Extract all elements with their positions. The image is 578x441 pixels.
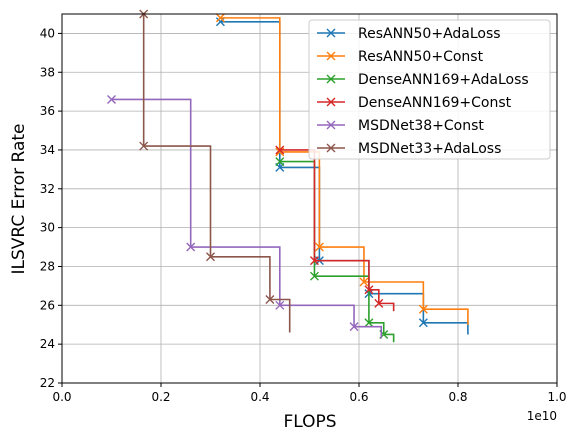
x-tick-label: 0.6 [349,390,368,404]
y-tick-label: 28 [40,259,55,273]
data-point [265,294,275,304]
x-tick-label: 0.0 [52,390,71,404]
series-5 [139,9,291,333]
legend-entry: DenseANN169+Const [317,95,512,111]
legend-entry: MSDNet33+AdaLoss [317,141,501,157]
legend-marker [326,74,336,84]
legend-box [308,19,551,160]
data-point [359,277,369,287]
legend-marker [326,28,336,38]
x-tick-label: 0.8 [448,390,467,404]
y-tick-label: 36 [40,104,55,118]
data-point [275,300,285,310]
legend-marker [326,143,336,153]
legend-entry: ResANN50+AdaLoss [317,26,501,42]
y-tick-label: 34 [40,143,55,157]
data-point [275,145,285,155]
data-point [418,318,428,328]
legend-label: ResANN50+Const [358,49,484,65]
data-point [309,256,319,266]
legend-marker [326,97,336,107]
series-line [279,149,395,312]
data-point [374,298,384,308]
x-axis-offset-label: 1e10 [527,409,557,423]
legend-marker [326,120,336,130]
x-tick-label: 0.4 [250,390,269,404]
y-tick-label: 32 [40,182,55,196]
series-3 [275,145,395,312]
legend-entry: MSDNet38+Const [317,118,484,134]
data-point [139,141,149,151]
series-1 [215,13,469,325]
legend-label: DenseANN169+Const [358,95,512,111]
y-tick-label: 22 [40,376,55,390]
data-point [215,13,225,23]
legend-label: ResANN50+AdaLoss [358,26,501,42]
y-tick-label: 26 [40,298,55,312]
legend-entry: ResANN50+Const [317,49,484,65]
series-layer [107,9,469,343]
legend-label: MSDNet38+Const [358,118,484,134]
x-axis-ticks: 0.0 0.2 0.4 0.6 0.8 1.0 [52,383,567,404]
series-line [220,17,469,325]
y-axis-ticks: 22 24 26 28 30 32 34 36 38 40 [40,26,62,390]
data-point [206,252,215,262]
data-point [364,318,374,328]
data-point [309,271,319,281]
legend-entry: DenseANN169+AdaLoss [317,72,529,88]
series-2 [275,157,395,343]
legend-label: DenseANN169+AdaLoss [358,72,529,88]
x-tick-label: 0.2 [151,390,170,404]
plot-frame [61,13,558,384]
y-tick-label: 24 [40,337,55,351]
y-tick-label: 30 [40,221,55,235]
data-point [275,157,285,167]
data-point [349,322,359,332]
data-point [314,242,324,252]
data-point [107,94,116,104]
data-point [364,285,374,295]
data-point [215,17,225,27]
y-tick-label: 38 [40,65,55,79]
series-4 [107,94,383,339]
legend-label: MSDNet33+AdaLoss [358,141,501,157]
legend: ResANN50+AdaLoss ResANN50+Const DenseANN16… [308,19,551,160]
data-point [418,304,428,314]
x-tick-label: 1.0 [547,390,566,404]
data-point [186,242,196,252]
x-axis-label: FLOPS [283,412,336,432]
legend-marker [326,51,336,61]
y-axis-label: ILSVRC Error Rate [9,124,29,275]
series-line [142,14,291,333]
y-tick-label: 40 [40,26,55,40]
